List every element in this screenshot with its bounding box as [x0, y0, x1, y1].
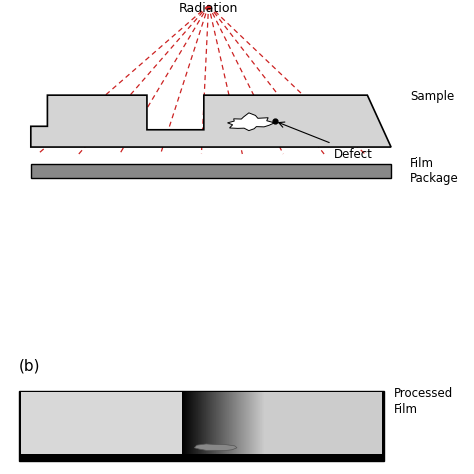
Text: Defect: Defect [334, 148, 373, 161]
Polygon shape [194, 444, 237, 451]
Text: Radiation: Radiation [179, 2, 238, 15]
Text: Processed
Film: Processed Film [393, 387, 453, 416]
Bar [31, 164, 391, 178]
Text: (b): (b) [19, 359, 40, 374]
Text: Film
Package: Film Package [410, 157, 459, 185]
Polygon shape [31, 95, 391, 147]
Bar [21, 392, 182, 454]
Bar [265, 392, 382, 454]
Polygon shape [228, 113, 274, 131]
Text: Sample: Sample [410, 91, 454, 103]
Bar [19, 391, 384, 461]
